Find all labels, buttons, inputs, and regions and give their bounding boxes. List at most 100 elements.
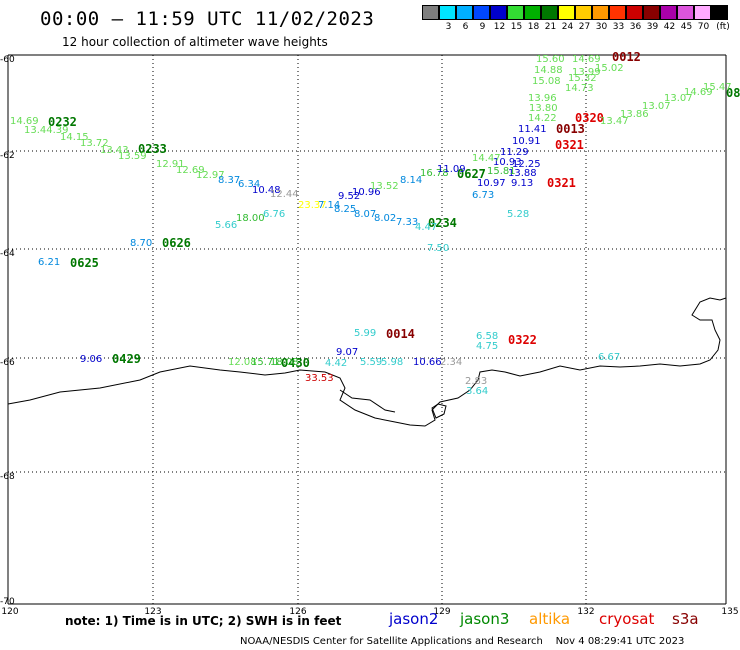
wave-height-value: 14.69 [10, 116, 39, 127]
wave-height-value: 15.81 [487, 166, 516, 177]
wave-height-value: 13.99 [572, 67, 601, 78]
wave-height-value: 7.14 [318, 200, 341, 211]
wave-height-value: 8.02 [374, 213, 397, 224]
wave-height-value: 13.86 [620, 109, 649, 120]
wave-height-value: 8.37 [218, 175, 241, 186]
wave-height-value: 12.08 [228, 357, 257, 368]
satellite-name-s3a: s3a [672, 610, 699, 628]
wave-height-value: 15.02 [595, 63, 624, 74]
latitude-tick-label: -66 [0, 358, 15, 368]
wave-height-value: 9.13 [511, 178, 534, 189]
longitude-tick-label: 132 [577, 607, 595, 617]
wave-height-value: 15.32 [568, 73, 597, 84]
wave-height-value: 9.06 [80, 354, 103, 365]
wave-height-value: 15.60 [536, 54, 565, 65]
wave-height-value: 12.25 [512, 159, 541, 170]
wave-height-value: 10.96 [352, 187, 381, 198]
wave-height-value: 13.07 [642, 101, 671, 112]
longitude-tick-label: 129 [433, 607, 451, 617]
wave-height-value: 2.83 [465, 376, 488, 387]
latitude-tick-label: -62 [0, 151, 15, 161]
wave-height-value: 14.22 [528, 113, 557, 124]
legend-tick-label: 21 [544, 22, 557, 32]
legend-swatch [660, 5, 677, 20]
legend-tick-label: 30 [595, 22, 608, 32]
legend-swatch [422, 5, 439, 20]
wave-height-value: 15.47 [703, 82, 732, 93]
legend-tick-label: 24 [561, 22, 574, 32]
wave-height-value: 6.76 [263, 209, 286, 220]
wave-height-value: 13.96 [528, 93, 557, 104]
wave-height-value: 11.41 [518, 124, 547, 135]
legend-tick-label: 39 [646, 22, 659, 32]
wave-height-value: 6.21 [38, 257, 61, 268]
wave-height-value: 4.42 [325, 358, 348, 369]
pass-time-label: 0320 [575, 111, 604, 125]
legend-tick-label: 27 [578, 22, 591, 32]
wave-height-value: 14.69 [572, 54, 601, 65]
map-subtitle: 12 hour collection of altimeter wave hei… [62, 35, 328, 49]
timestamp-text: Nov 4 08:29:41 UTC 2023 [555, 636, 685, 647]
wave-height-value: 4.75 [476, 341, 499, 352]
legend-swatch [558, 5, 575, 20]
coastline [7, 297, 727, 427]
satellite-name-jason2: jason2 [389, 610, 439, 628]
wave-height-value: 33.53 [305, 373, 334, 384]
legend-swatch [473, 5, 490, 20]
wave-height-value: 2.34 [440, 357, 463, 368]
wave-height-value: 18.08 [270, 357, 299, 368]
legend-swatch [541, 5, 558, 20]
wave-height-value: 5.66 [215, 220, 238, 231]
wave-height-value: 5.99 [354, 328, 377, 339]
legend-tick-label: 36 [629, 22, 642, 32]
legend-swatch [592, 5, 609, 20]
legend-swatch [439, 5, 456, 20]
satellite-name-jason3: jason3 [460, 610, 510, 628]
credit-text: NOAA/NESDIS Center for Satellite Applica… [240, 636, 543, 647]
longitude-tick-label: 135 [721, 607, 739, 617]
wave-height-value: 4.47 [415, 222, 438, 233]
antarctic-coastline [7, 297, 727, 427]
pass-time-label: 0625 [70, 256, 99, 270]
wave-height-value: 10.91 [512, 136, 541, 147]
wave-height-value: 10.97 [477, 178, 506, 189]
legend-tick-label: 42 [663, 22, 676, 32]
wave-height-value: 13.88 [508, 168, 537, 179]
wave-height-value: 10.66 [413, 357, 442, 368]
wave-height-value: 5.59 [360, 357, 383, 368]
pass-time-label: 0014 [386, 327, 415, 341]
satellite-name-altika: altika [529, 610, 571, 628]
longitude-tick-label: 120 [1, 607, 19, 617]
wave-height-value: 13.59 [118, 151, 147, 162]
wave-height-value: 5.98 [381, 357, 404, 368]
wave-height-value: 18.00 [236, 213, 265, 224]
legend-swatch [677, 5, 694, 20]
wave-height-value: 6.58 [476, 331, 499, 342]
wave-height-value: 6.34 [238, 179, 261, 190]
map-frame [7, 54, 727, 605]
wave-height-value: 13.80 [529, 103, 558, 114]
wave-height-value: 13.72 [80, 138, 109, 149]
coastline-islet [339, 389, 396, 413]
wave-height-value: 14.47 [472, 153, 501, 164]
latitude-tick-label: -68 [0, 472, 15, 482]
legend-tick-label: 9 [479, 22, 486, 32]
wave-height-value: 9.52 [338, 191, 361, 202]
wave-height-value: 23.37 [298, 200, 327, 211]
wave-height-value: 3.64 [466, 386, 489, 397]
wave-height-value: 13.44.39 [24, 125, 69, 136]
legend-tick-label: 3 [445, 22, 452, 32]
legend-swatch [490, 5, 507, 20]
wave-height-value: 12.44 [270, 189, 299, 200]
latitude-tick-label: -60 [0, 55, 15, 65]
wave-height-value: 12.97 [196, 170, 225, 181]
legend-swatch [711, 5, 728, 20]
pass-time-label: 0321 [547, 176, 576, 190]
wave-height-value: 8.14 [400, 175, 423, 186]
pass-time-label: 0233 [138, 142, 167, 156]
wave-height-value: 10.48 [252, 185, 281, 196]
legend-tick-label: 33 [612, 22, 625, 32]
pass-time-label: 08 [726, 86, 740, 100]
wave-height-value: 15.08 [532, 76, 561, 87]
